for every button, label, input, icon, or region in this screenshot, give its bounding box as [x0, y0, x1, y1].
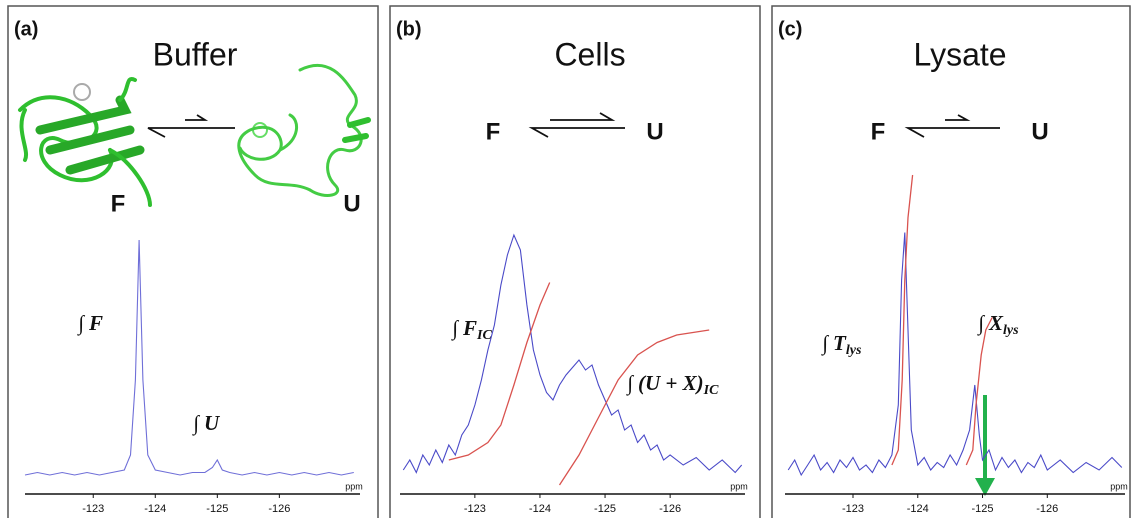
panel-title: Lysate: [913, 36, 1006, 72]
x-unit: ppm: [1110, 481, 1128, 491]
integral-subscript: IC: [703, 383, 719, 398]
highlight-arrow: [975, 395, 995, 496]
x-tick-label: -123: [842, 503, 864, 515]
x-tick-label: -124: [144, 503, 166, 515]
state-label: U: [646, 118, 663, 145]
integral-text: ∫ U: [192, 411, 221, 436]
state-label: U: [1031, 118, 1048, 145]
x-tick-label: -124: [529, 503, 551, 515]
x-tick-label: -123: [82, 503, 104, 515]
x-tick-label: -125: [972, 503, 994, 515]
x-unit: ppm: [345, 481, 363, 491]
integral-text: ∫ T: [821, 331, 847, 356]
integral-label: ∫ (U + X)IC: [626, 371, 719, 398]
ligand: [73, 83, 268, 138]
x-tick-label: -126: [659, 503, 681, 515]
integral-subscript: lys: [1003, 323, 1019, 338]
integral-text: ∫ F: [77, 311, 103, 336]
integral-subscript: lys: [846, 343, 862, 358]
state-label: U: [343, 190, 360, 217]
spectrum-line: [965, 317, 993, 466]
x-tick-label: -126: [1036, 503, 1058, 515]
protein-unfolded: [237, 63, 371, 197]
integral-text: ∫ (U + X): [626, 371, 704, 396]
integral-label: ∫ Tlys: [821, 331, 862, 358]
panel-frame: [7, 5, 379, 518]
panel-label: (c): [778, 18, 802, 40]
state-label: F: [871, 118, 886, 145]
integral-label: ∫ F: [77, 311, 103, 336]
integral-text: ∫ X: [977, 311, 1004, 336]
spectrum-line: [787, 232, 1123, 477]
panel-label: (b): [396, 18, 422, 40]
x-tick-label: -125: [594, 503, 616, 515]
panel-title: Buffer: [153, 36, 238, 72]
integral-label: ∫ FIC: [451, 316, 492, 343]
x-unit: ppm: [730, 481, 748, 491]
x-tick-label: -126: [268, 503, 290, 515]
integral-label: ∫ Xlys: [977, 311, 1019, 338]
panel-frame: [389, 5, 761, 518]
integral-subscript: IC: [476, 328, 492, 343]
state-label: F: [111, 190, 126, 217]
x-tick-label: -125: [206, 503, 228, 515]
panel-title: Cells: [554, 36, 625, 72]
equilibrium-arrow: [147, 112, 1000, 138]
spectrum-line: [448, 282, 551, 461]
integral-text: ∫ F: [451, 316, 477, 341]
panel-frame: [771, 5, 1131, 518]
state-label: F: [486, 118, 501, 145]
spectrum-line: [24, 239, 354, 476]
x-tick-label: -123: [464, 503, 486, 515]
spectrum-line: [891, 174, 914, 466]
spectrum-line: [558, 329, 710, 486]
spectrum-line: [402, 233, 743, 474]
protein-folded: [18, 77, 152, 207]
panel-label: (a): [14, 18, 38, 40]
x-tick-label: -124: [907, 503, 929, 515]
integral-label: ∫ U: [192, 411, 221, 436]
